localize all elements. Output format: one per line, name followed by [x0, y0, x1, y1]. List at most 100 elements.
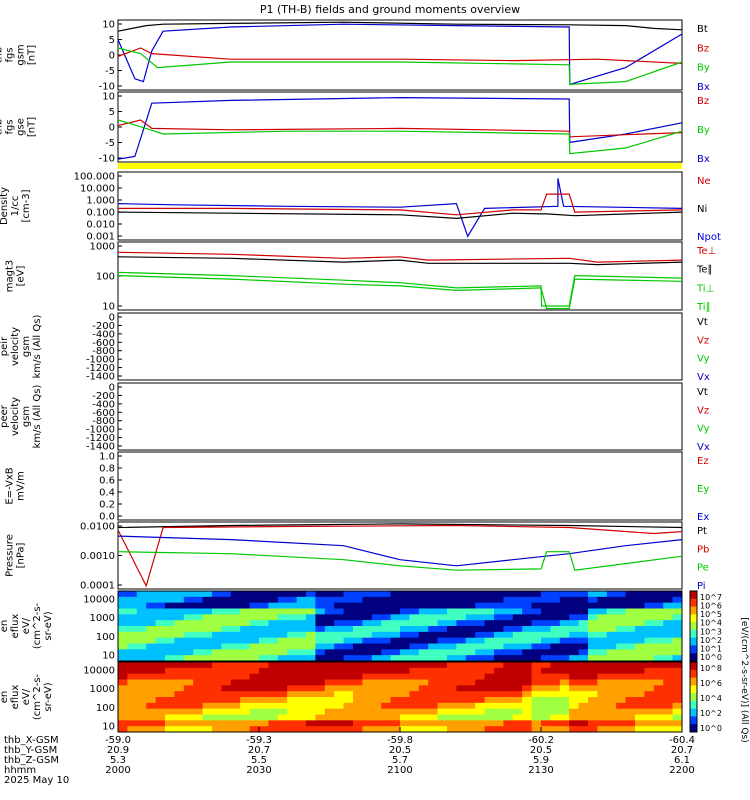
heatmap-cell: [315, 626, 326, 633]
y-tick-label: -1400: [86, 442, 115, 453]
heatmap-cell: [287, 685, 298, 692]
heatmap-cell: [531, 691, 542, 698]
x-row-label-thb_Y-GSM: thb_Y-GSM: [4, 745, 57, 756]
heatmap-cell: [663, 702, 674, 710]
heatmap-cell: [418, 591, 429, 598]
heatmap-cell: [193, 726, 204, 733]
heatmap-cell: [353, 702, 363, 710]
heatmap-cell: [437, 667, 448, 675]
heatmap-cell: [306, 720, 316, 727]
heatmap-cell: [465, 726, 476, 733]
heatmap-cell: [541, 667, 551, 675]
heatmap-cell: [578, 591, 589, 598]
heatmap-cell: [324, 673, 335, 680]
heatmap-cell: [343, 643, 354, 650]
heatmap-cell: [183, 655, 194, 662]
heatmap-cell: [136, 708, 147, 715]
heatmap-cell: [428, 596, 439, 604]
heatmap-cell: [559, 667, 570, 675]
heatmap-cell: [371, 614, 382, 621]
heatmap-cell: [193, 620, 204, 627]
heatmap-cell: [653, 608, 664, 615]
y-axis-label-line: peir: [0, 336, 10, 356]
heatmap-cell: [155, 620, 166, 627]
heatmap-cell: [334, 643, 345, 650]
heatmap-cell: [418, 596, 429, 604]
heatmap-cell: [409, 667, 420, 675]
heatmap-cell: [644, 697, 655, 704]
heatmap-cell: [174, 685, 185, 692]
heatmap-cell: [306, 608, 316, 615]
colorbar-tick: 10^4: [700, 694, 722, 703]
y-tick-label: 10000: [83, 666, 115, 677]
heatmap-cell: [559, 614, 570, 621]
heatmap-cell: [663, 679, 674, 686]
heatmap-cell: [672, 720, 683, 727]
heatmap-cell: [249, 649, 260, 656]
heatmap-cell: [456, 596, 467, 604]
heatmap-cell: [531, 608, 542, 615]
heatmap-cell: [578, 708, 589, 715]
heatmap-cell: [588, 685, 598, 692]
heatmap-cell: [606, 643, 617, 650]
heatmap-cell: [597, 702, 608, 710]
heatmap-cell: [315, 637, 326, 644]
heatmap-cell: [221, 626, 232, 633]
heatmap-cell: [324, 691, 335, 698]
heatmap-cell: [287, 708, 298, 715]
heatmap-cell: [400, 655, 410, 662]
heatmap-cell: [127, 697, 138, 704]
heatmap-cell: [155, 631, 166, 639]
heatmap-cell: [447, 649, 457, 656]
y-axis-label-line: peer: [0, 404, 10, 428]
heatmap-cell: [512, 673, 523, 680]
heatmap-cell: [202, 685, 213, 692]
y-axis-label-line: velocity: [10, 397, 21, 436]
heatmap-cell: [653, 602, 664, 609]
heatmap-cell: [578, 662, 589, 669]
heatmap-cell: [371, 643, 382, 650]
y-tick-label: 0: [109, 123, 115, 134]
legend-Ne: Ne: [697, 176, 711, 187]
colorbar-tick: 10^0: [700, 724, 722, 733]
heatmap-cell: [503, 626, 514, 633]
heatmap-cell: [136, 643, 147, 650]
heatmap-cell: [447, 602, 457, 609]
heatmap-cell: [447, 720, 457, 727]
heatmap-cell: [635, 702, 645, 710]
heatmap-cell: [475, 631, 486, 639]
heatmap-cell: [343, 691, 354, 698]
heatmap-cell: [324, 714, 335, 721]
heatmap-cell: [259, 673, 269, 680]
heatmap-cell: [353, 631, 363, 639]
y-tick-label: 10000: [83, 595, 115, 606]
heatmap-cell: [193, 637, 204, 644]
heatmap-cell: [475, 667, 486, 675]
colorbar-cell: [690, 622, 697, 631]
heatmap-cell: [343, 726, 354, 733]
heatmap-cell: [616, 702, 627, 710]
heatmap-cell: [259, 720, 269, 727]
heatmap-cell: [118, 673, 128, 680]
heatmap-cell: [644, 631, 655, 639]
heatmap-cell: [663, 596, 674, 604]
heatmap-cell: [653, 631, 664, 639]
heatmap-cell: [578, 614, 589, 621]
heatmap-cell: [287, 626, 298, 633]
heatmap-cell: [672, 614, 683, 621]
heatmap-cell: [418, 643, 429, 650]
heatmap-cell: [212, 720, 222, 727]
heatmap-cell: [324, 708, 335, 715]
heatmap-cell: [625, 720, 636, 727]
heatmap-cell: [165, 691, 175, 698]
heatmap-cell: [306, 602, 316, 609]
heatmap-cell: [174, 608, 185, 615]
heatmap-cell: [503, 667, 514, 675]
heatmap-cell: [597, 662, 608, 669]
colorbar-tick: 10^2: [700, 709, 722, 718]
heatmap-cell: [418, 679, 429, 686]
heatmap-cell: [494, 620, 504, 627]
heatmap-cell: [174, 643, 185, 650]
heatmap-cell: [428, 620, 439, 627]
heatmap-cell: [456, 691, 467, 698]
